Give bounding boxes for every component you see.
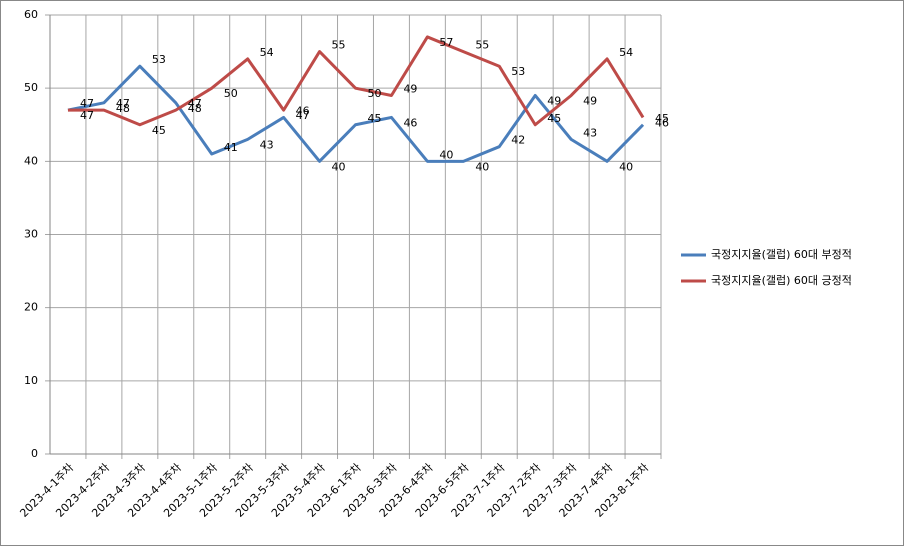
- data-label: 50: [224, 87, 238, 100]
- data-label: 49: [583, 94, 597, 107]
- data-label: 47: [188, 97, 202, 110]
- data-label: 43: [583, 126, 597, 139]
- data-label: 55: [475, 39, 489, 52]
- legend-label: 국정지지율(갤럽) 60대 긍정적: [711, 273, 852, 287]
- data-label: 42: [511, 134, 525, 147]
- y-tick-label: 60: [24, 8, 38, 21]
- data-label: 49: [547, 94, 561, 107]
- data-label: 48: [116, 102, 130, 115]
- data-label: 47: [116, 97, 130, 110]
- data-label: 46: [403, 116, 417, 129]
- data-label: 40: [619, 160, 633, 173]
- data-label: 48: [188, 102, 202, 115]
- y-tick-label: 50: [24, 81, 38, 94]
- data-label: 54: [619, 46, 633, 59]
- data-label: 53: [511, 65, 525, 78]
- data-label: 47: [80, 97, 94, 110]
- data-label: 45: [152, 124, 166, 137]
- data-label: 49: [403, 82, 417, 95]
- data-label: 47: [80, 109, 94, 122]
- y-tick-label: 10: [24, 374, 38, 387]
- y-tick-label: 0: [31, 447, 38, 460]
- data-label: 46: [655, 116, 669, 129]
- data-label: 46: [296, 104, 310, 117]
- data-label: 54: [260, 46, 274, 59]
- data-label: 57: [439, 36, 453, 49]
- y-tick-label: 20: [24, 301, 38, 314]
- data-label: 40: [475, 160, 489, 173]
- y-tick-label: 30: [24, 228, 38, 241]
- data-label: 55: [332, 39, 346, 52]
- data-label: 40: [332, 160, 346, 173]
- data-label: 53: [152, 53, 166, 66]
- data-label: 45: [547, 112, 561, 125]
- y-tick-label: 40: [24, 154, 38, 167]
- data-label: 45: [368, 112, 382, 125]
- data-label: 40: [439, 148, 453, 161]
- data-label: 45: [655, 112, 669, 125]
- series-line: [67, 35, 645, 127]
- legend-label: 국정지지율(갤럽) 60대 부정적: [711, 247, 852, 261]
- data-label: 47: [296, 109, 310, 122]
- data-label: 43: [260, 138, 274, 151]
- data-label: 50: [368, 87, 382, 100]
- data-label: 41: [224, 141, 238, 154]
- series-line: [67, 64, 645, 163]
